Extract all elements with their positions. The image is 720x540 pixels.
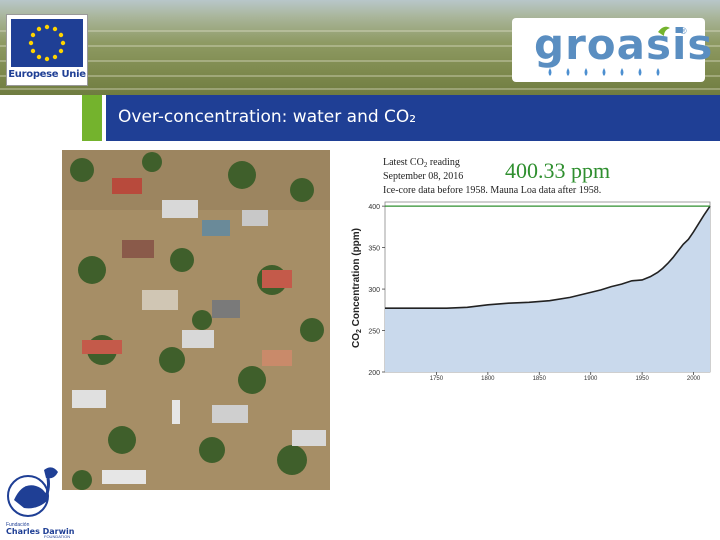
y-tick-label: 350 xyxy=(368,246,380,253)
reading-value: 400.33 ppm xyxy=(505,158,610,183)
x-tick-label: 2000 xyxy=(687,376,701,382)
title-accent-gap xyxy=(102,95,106,141)
title-bar: Over-concentration: water and CO₂ xyxy=(106,95,720,141)
registered-mark: ® xyxy=(680,26,687,36)
darwin-logo-line1: Fundación xyxy=(6,522,30,528)
title-accent-block xyxy=(82,95,102,141)
x-tick-label: 1950 xyxy=(635,376,649,382)
header-banner-photo: Europese Unie groasis ® xyxy=(0,0,720,95)
title-bar-spacer xyxy=(0,95,82,141)
darwin-logo-line2: Charles Darwin xyxy=(6,527,75,536)
x-tick-label: 1850 xyxy=(533,376,547,382)
co2-chart-svg: Latest CO2 reading September 08, 2016 40… xyxy=(351,157,711,382)
water-drops-icon xyxy=(548,26,670,76)
chart-subtitle: Ice-core data before 1958. Mauna Loa dat… xyxy=(383,185,601,196)
reading-label-line1: Latest CO2 reading xyxy=(383,157,460,169)
charles-darwin-foundation-logo: Fundación Charles Darwin FOUNDATION xyxy=(4,460,82,539)
flood-aerial-photo xyxy=(62,150,330,490)
co2-series-line xyxy=(385,205,711,309)
reading-label-line2: September 08, 2016 xyxy=(383,171,463,182)
co2-area xyxy=(385,206,710,372)
x-tick-label: 1750 xyxy=(430,376,444,382)
darwin-logo-line3: FOUNDATION xyxy=(44,534,71,539)
darwin-logo-icon xyxy=(7,467,58,517)
y-tick-label: 400 xyxy=(368,204,380,211)
eu-logo: Europese Unie xyxy=(6,14,88,86)
groasis-logo-text: groasis xyxy=(534,20,714,69)
x-tick-label: 1900 xyxy=(584,376,598,382)
flood-photo-illustration xyxy=(62,150,330,490)
eu-logo-label: Europese Unie xyxy=(8,69,86,80)
y-axis-label: CO2 Concentration (ppm) xyxy=(351,228,363,348)
y-tick-label: 300 xyxy=(368,287,380,294)
co2-concentration-chart: Latest CO2 reading September 08, 2016 40… xyxy=(345,150,715,390)
y-tick-label: 200 xyxy=(368,370,380,377)
groasis-logo: groasis ® xyxy=(512,18,712,82)
eu-flag-icon xyxy=(11,19,83,67)
x-tick-label: 1800 xyxy=(481,376,495,382)
y-tick-label: 250 xyxy=(368,329,380,336)
slide-title: Over-concentration: water and CO₂ xyxy=(118,107,417,127)
